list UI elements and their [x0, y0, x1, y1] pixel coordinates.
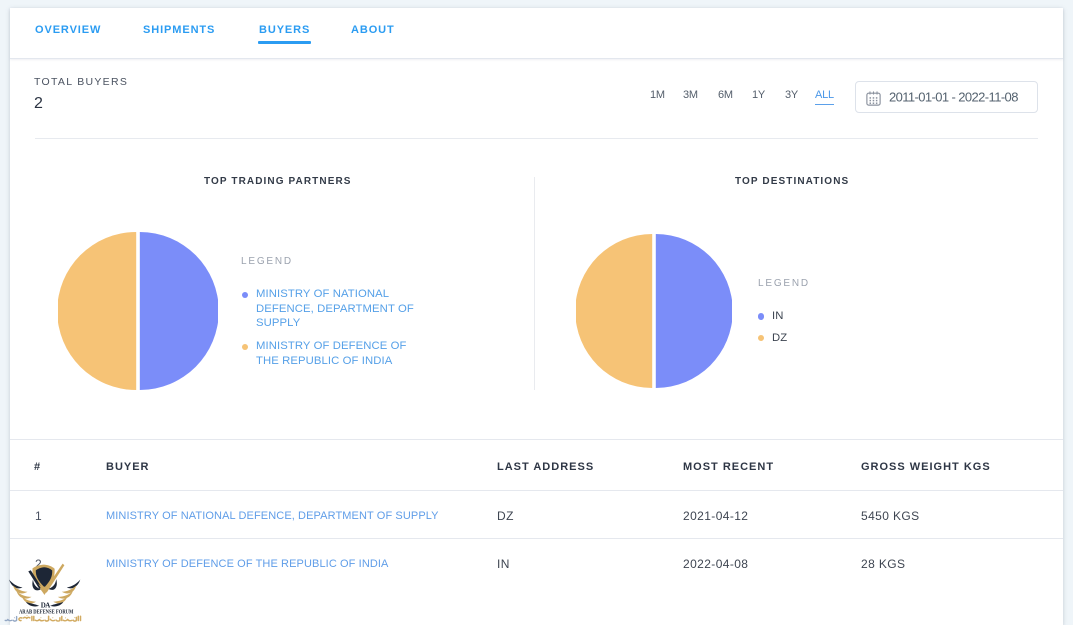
svg-text:ARAB DEFENSE FORUM: ARAB DEFENSE FORUM: [19, 610, 74, 616]
svg-text:DA: DA: [41, 602, 51, 610]
